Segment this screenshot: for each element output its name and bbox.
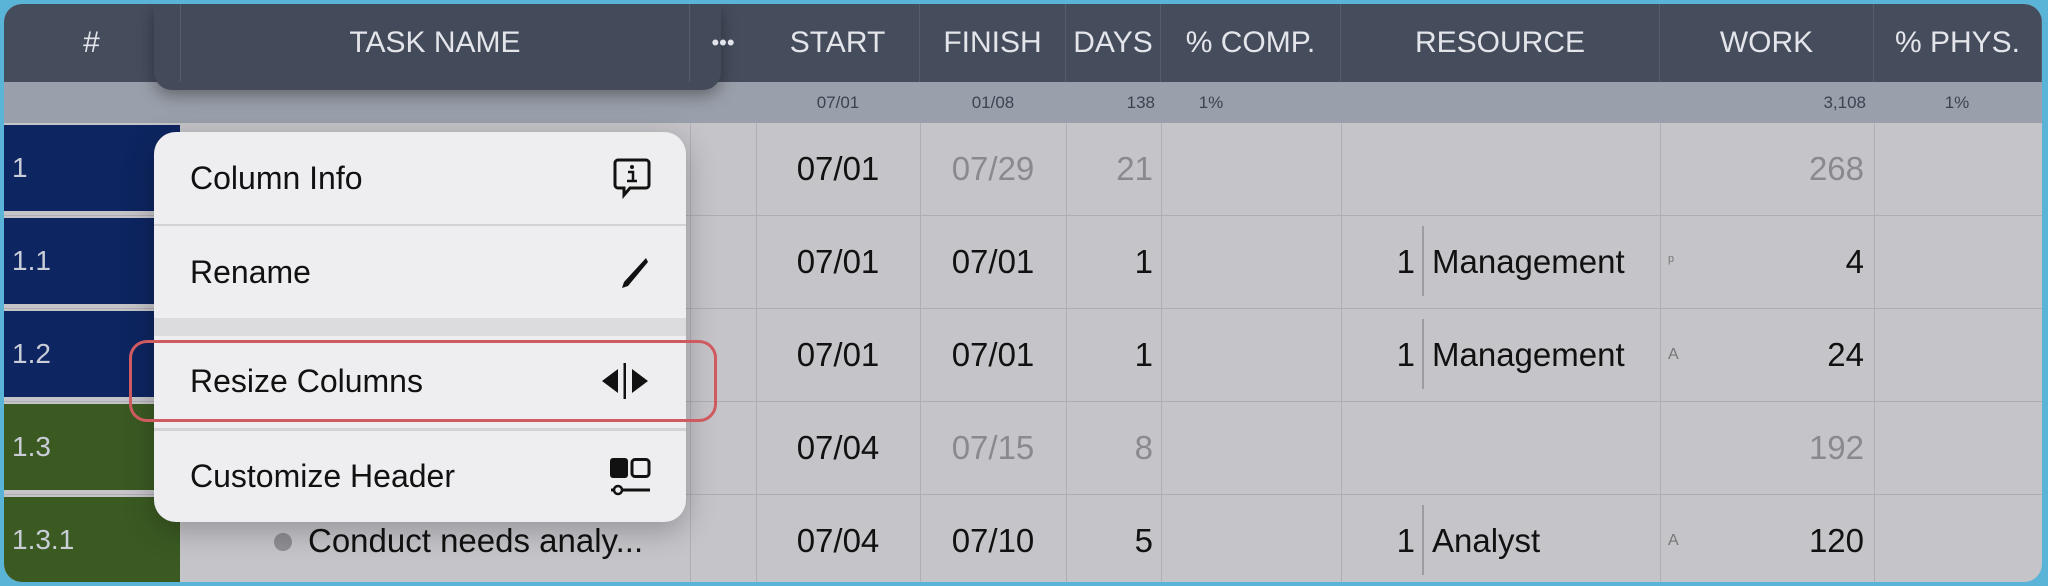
summary-start: 07/01 — [816, 92, 860, 112]
grid-line — [1161, 123, 1162, 582]
table-row[interactable]: 1.2 07/01 07/01 1 1 Management A 24 — [4, 309, 2042, 402]
resource-cell[interactable]: Management — [1432, 336, 1625, 373]
menu-item-column-info[interactable]: Column Info — [154, 132, 686, 224]
column-context-menu: Column Info Rename Resize Columns Custom… — [154, 132, 686, 522]
start-cell[interactable]: 07/04 — [796, 429, 880, 466]
summary-phys: 1% — [1944, 92, 1970, 112]
days-cell[interactable]: 8 — [1134, 429, 1153, 466]
menu-item-customize-header[interactable]: Customize Header — [154, 431, 686, 522]
days-cell[interactable]: 1 — [1134, 336, 1153, 373]
days-cell[interactable]: 5 — [1134, 522, 1153, 559]
column-header-task-name[interactable]: TASK NAME — [349, 26, 521, 59]
menu-item-rename[interactable]: Rename — [154, 226, 686, 318]
row-number-cell[interactable]: 1.3 — [4, 404, 180, 490]
task-name-header-lifted[interactable] — [154, 4, 721, 90]
grid-line — [1341, 123, 1342, 582]
resize-columns-icon — [598, 361, 652, 401]
resource-divider — [1422, 319, 1424, 389]
row-number-cell[interactable]: 1.1 — [4, 218, 180, 304]
units-cell[interactable]: 1 — [1396, 336, 1415, 373]
column-options-button[interactable]: ••• — [711, 30, 735, 55]
start-cell[interactable]: 07/01 — [796, 243, 880, 280]
menu-item-label: Resize Columns — [190, 362, 423, 399]
work-cell[interactable]: 192 — [1808, 429, 1864, 466]
pencil-icon — [616, 254, 652, 290]
work-marker-icon: ᵖ — [1668, 253, 1675, 270]
resize-columns-highlight — [129, 340, 717, 422]
grid-line — [920, 123, 921, 582]
work-marker-icon: A — [1668, 346, 1679, 363]
finish-cell[interactable]: 07/10 — [951, 522, 1035, 559]
work-marker-icon: A — [1668, 532, 1679, 549]
table-row[interactable]: 1 07/01 07/29 21 268 — [4, 123, 2042, 216]
units-cell[interactable]: 1 — [1396, 243, 1415, 280]
customize-header-icon — [608, 456, 652, 498]
finish-cell[interactable]: 07/15 — [951, 429, 1035, 466]
start-cell[interactable]: 07/01 — [796, 150, 880, 187]
menu-item-label: Rename — [190, 253, 311, 290]
resource-divider — [1422, 226, 1424, 296]
start-cell[interactable]: 07/04 — [796, 522, 880, 559]
row-number-cell[interactable]: 1 — [4, 125, 180, 211]
grid-line — [1066, 123, 1067, 582]
column-header-phys[interactable]: % PHYS. — [1874, 4, 2042, 82]
summary-comp: 1% — [1198, 92, 1224, 112]
summary-days: 138 — [1126, 92, 1155, 112]
column-header-work[interactable]: WORK — [1660, 4, 1874, 82]
start-cell[interactable]: 07/01 — [796, 336, 880, 373]
task-name-cell[interactable]: Conduct needs analy... — [308, 522, 644, 559]
summary-finish: 01/08 — [971, 92, 1015, 112]
task-status-dot-icon — [274, 533, 292, 551]
row-number-cell[interactable]: 1.3.1 — [4, 497, 180, 582]
units-cell[interactable]: 1 — [1396, 522, 1415, 559]
finish-cell[interactable]: 07/01 — [951, 243, 1035, 280]
work-cell[interactable]: 120 — [1808, 522, 1864, 559]
work-cell[interactable]: 4 — [1845, 243, 1864, 280]
finish-cell[interactable]: 07/29 — [951, 150, 1035, 187]
table-row[interactable]: 1.3.1 Conduct needs analy... 07/04 07/10 5 1 A… — [4, 495, 2042, 582]
menu-item-label: Customize Header — [190, 458, 455, 494]
menu-item-label: Column Info — [190, 159, 363, 196]
summary-work: 3,108 — [1823, 92, 1866, 112]
column-header-comp[interactable]: % COMP. — [1161, 4, 1341, 82]
grid-line — [756, 123, 757, 582]
finish-cell[interactable]: 07/01 — [951, 336, 1035, 373]
info-bubble-icon — [612, 157, 652, 199]
menu-item-resize-columns[interactable]: Resize Columns — [154, 336, 686, 426]
column-header-finish[interactable]: FINISH — [920, 4, 1066, 82]
work-cell[interactable]: 268 — [1808, 150, 1864, 187]
days-cell[interactable]: 21 — [1116, 150, 1153, 187]
row-number-cell[interactable]: 1.2 — [4, 311, 180, 397]
column-header-days[interactable]: DAYS — [1066, 4, 1161, 82]
resource-divider — [1422, 505, 1424, 575]
resource-cell[interactable]: Management — [1432, 243, 1625, 280]
column-header-resource[interactable]: RESOURCE — [1341, 4, 1660, 82]
table-row[interactable]: 1.3 07/04 07/15 8 192 — [4, 402, 2042, 495]
grid-line — [1660, 123, 1661, 582]
table-row[interactable]: 1.1 07/01 07/01 1 1 Management ᵖ 4 — [4, 216, 2042, 309]
grid-line — [690, 123, 691, 582]
days-cell[interactable]: 1 — [1134, 243, 1153, 280]
resource-cell[interactable]: Analyst — [1432, 522, 1541, 559]
work-cell[interactable]: 24 — [1827, 336, 1864, 373]
column-header-start[interactable]: START — [756, 4, 920, 82]
grid-line — [1874, 123, 1875, 582]
